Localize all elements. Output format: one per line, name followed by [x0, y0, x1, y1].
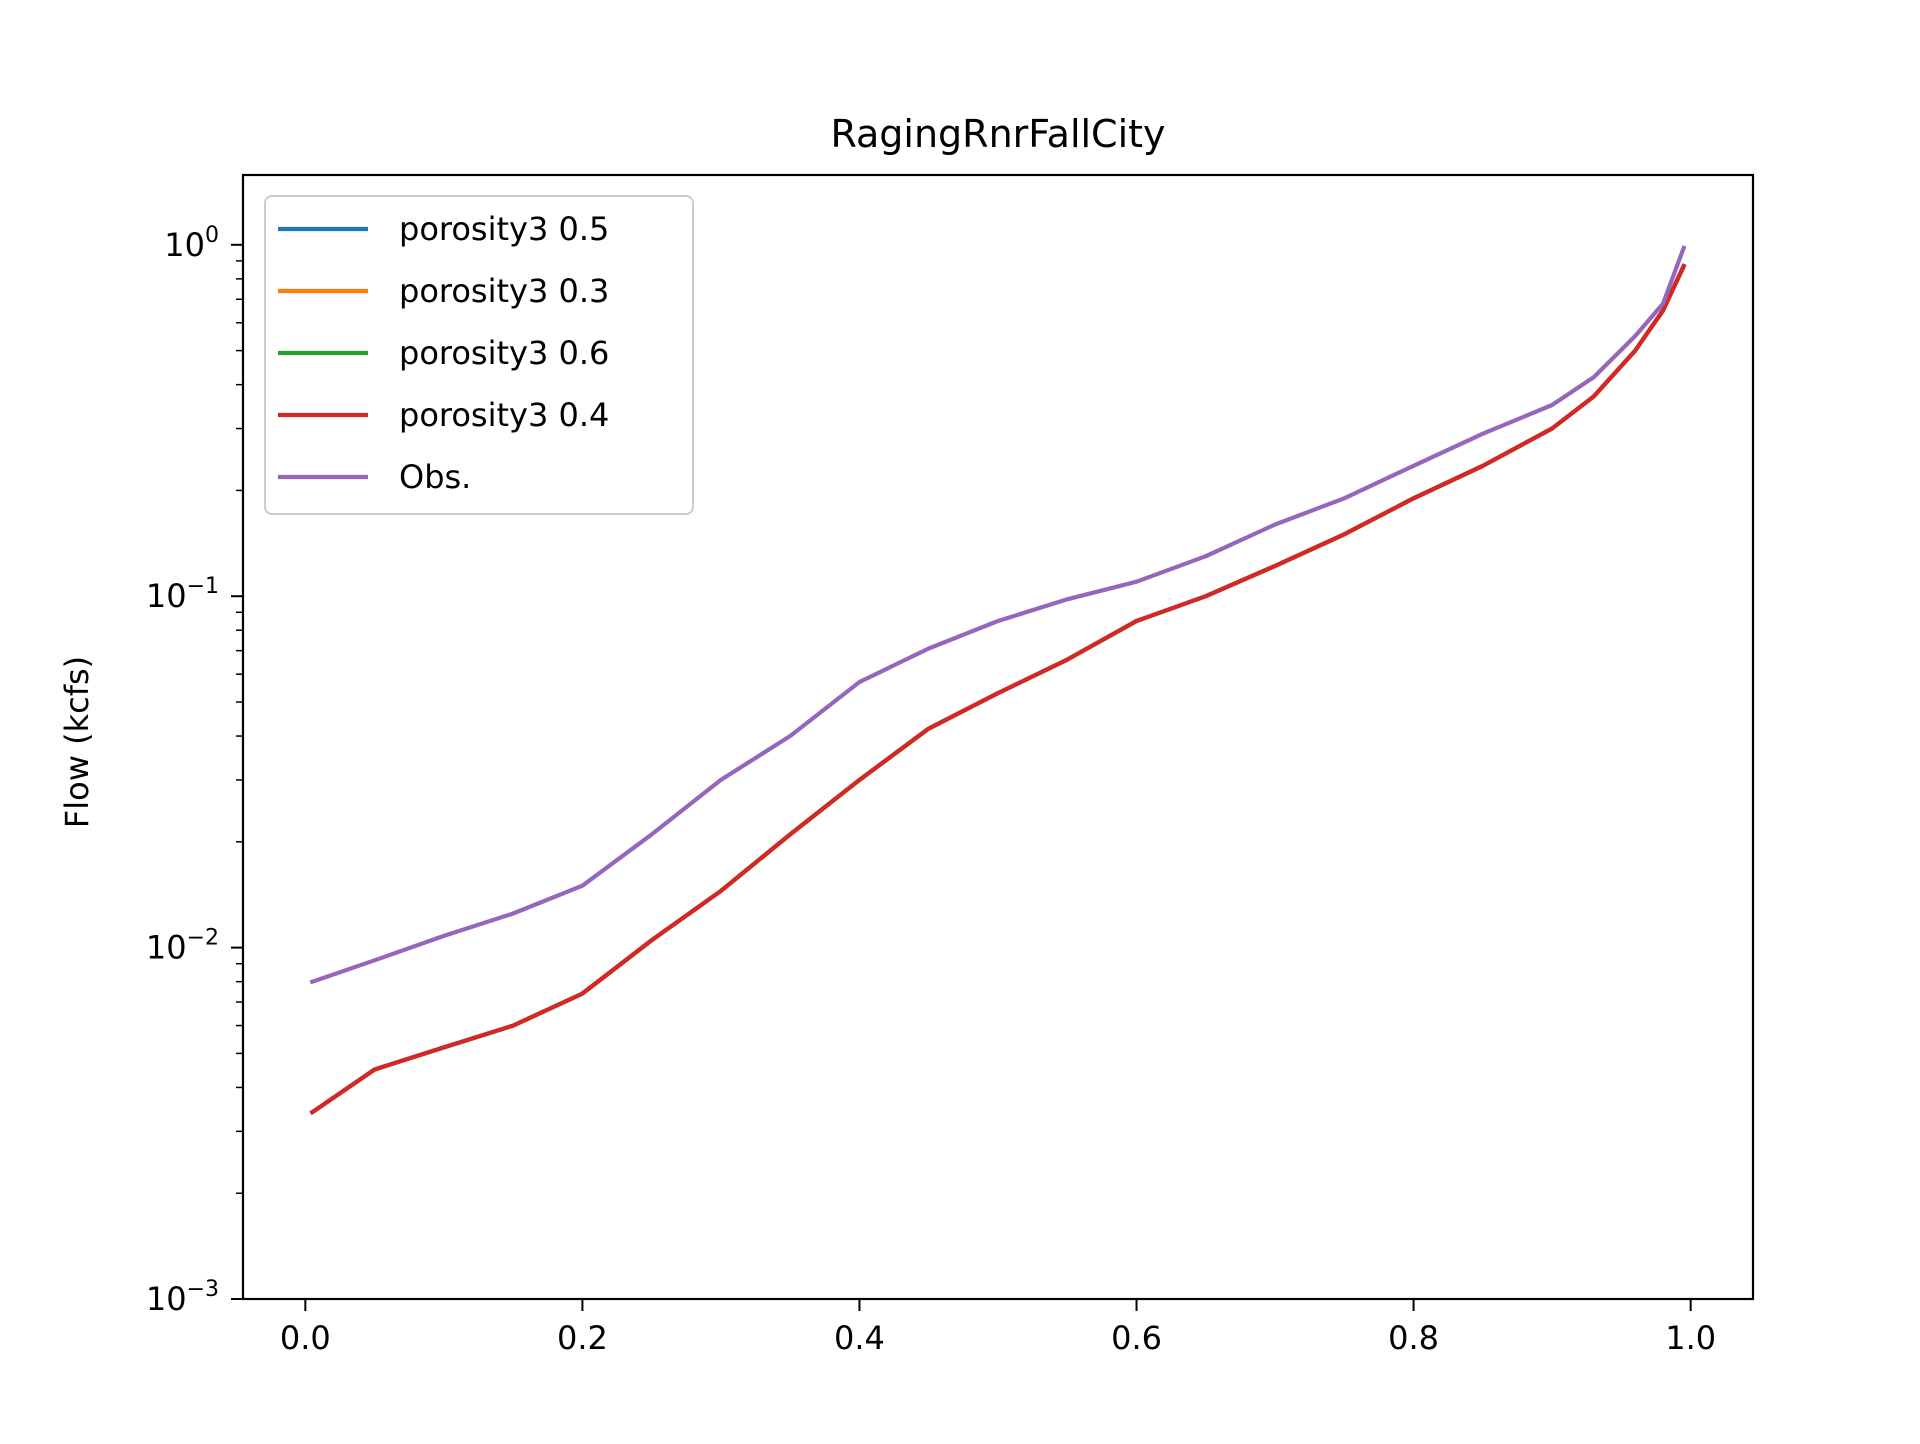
x-tick-label-3: 0.6	[1111, 1319, 1162, 1357]
chart-title: RagingRnrFallCity	[830, 112, 1165, 156]
x-tick-label-5: 1.0	[1665, 1319, 1716, 1357]
x-tick-label-2: 0.4	[834, 1319, 885, 1357]
x-tick-label-1: 0.2	[557, 1319, 608, 1357]
series-line-4	[309, 245, 1687, 985]
x-tick-label-0: 0.0	[280, 1319, 331, 1357]
legend-label-4: Obs.	[399, 458, 471, 496]
series-layer	[309, 245, 1687, 1116]
legend: porosity3 0.5 porosity3 0.3 porosity3 0.6 p…	[264, 195, 694, 515]
y-tick-label-1: 10−2	[146, 926, 219, 967]
legend-label-1: porosity3 0.3	[399, 272, 609, 310]
legend-label-2: porosity3 0.6	[399, 334, 609, 372]
ticks-layer: 0.0 0.2 0.4 0.6 0.8 1.0 10−3 10−2 10−1 100	[146, 223, 1716, 1357]
legend-label-0: porosity3 0.5	[399, 210, 609, 248]
y-axis-label: Flow (kcfs)	[58, 656, 96, 828]
x-tick-label-4: 0.8	[1388, 1319, 1439, 1357]
y-tick-label-2: 10−1	[146, 574, 219, 615]
legend-box	[264, 195, 694, 515]
plot-frame	[241, 173, 1755, 1301]
y-tick-label-0: 10−3	[146, 1277, 219, 1318]
legend-label-3: porosity3 0.4	[399, 396, 609, 434]
y-tick-label-3: 100	[164, 223, 219, 264]
series-line-3	[309, 263, 1687, 1116]
